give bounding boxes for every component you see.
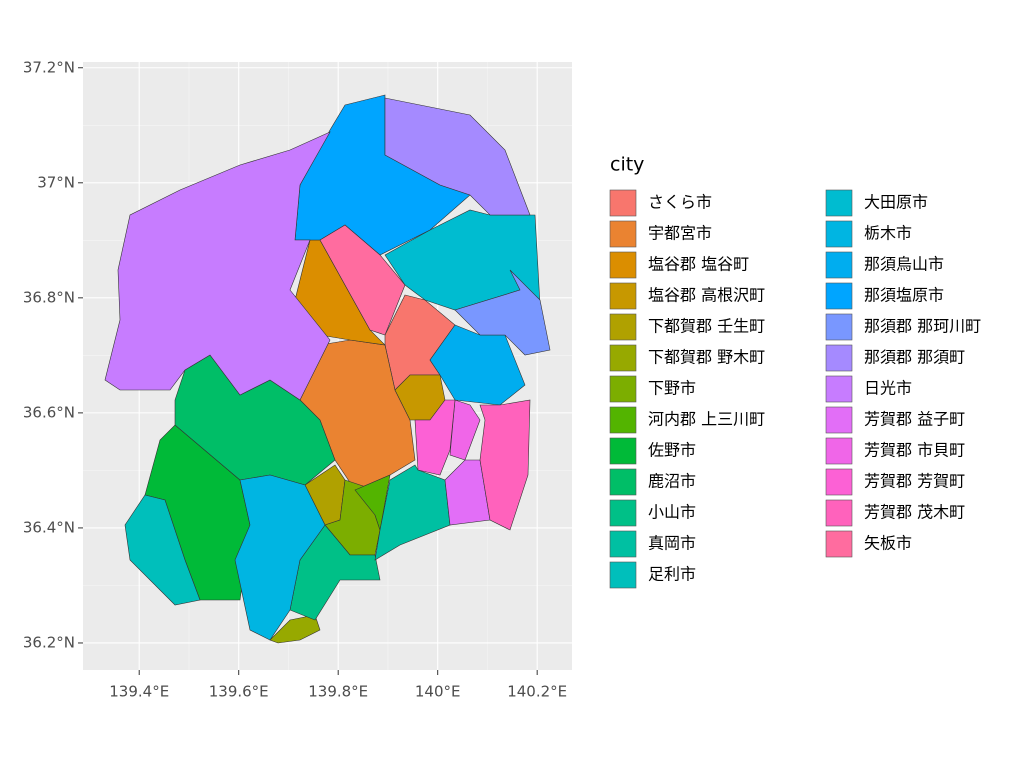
region (449, 399, 481, 461)
legend-label: 日光市 (864, 379, 912, 398)
legend-label: 下都賀郡 壬生町 (648, 317, 765, 336)
region (289, 524, 381, 621)
region (414, 399, 456, 476)
legend-key (609, 220, 637, 248)
legend-label: 那須郡 那珂川町 (864, 317, 981, 336)
legend-label: 佐野市 (648, 441, 696, 460)
legend-key (609, 344, 637, 372)
legend-label: 塩谷郡 高根沢町 (648, 286, 765, 305)
y-tick-label: 36.8°N (23, 288, 75, 306)
legend-key (825, 468, 853, 496)
legend-label: 芳賀郡 茂木町 (864, 503, 965, 522)
legend-label: 那須塩原市 (864, 286, 944, 305)
y-tick-label: 37°N (37, 173, 75, 191)
legend-label: 塩谷郡 塩谷町 (648, 255, 749, 274)
legend-key (609, 375, 637, 403)
legend-key (825, 344, 853, 372)
legend-label: 足利市 (648, 565, 696, 584)
legend-key (609, 282, 637, 310)
legend-key (825, 189, 853, 217)
legend-label: 宇都宮市 (648, 224, 712, 243)
y-tick-label: 37.2°N (23, 58, 75, 76)
legend-label: 芳賀郡 芳賀町 (864, 472, 965, 491)
legend-key (825, 530, 853, 558)
legend-label: 下野市 (648, 379, 696, 398)
legend-key (825, 406, 853, 434)
legend-key (609, 561, 637, 589)
legend-label: 鹿沼市 (648, 472, 696, 491)
legend-key (609, 499, 637, 527)
x-tick-label: 139.4°E (109, 683, 169, 701)
y-tick-label: 36.2°N (23, 633, 75, 651)
region (479, 399, 531, 531)
legend-key (609, 437, 637, 465)
x-tick-label: 139.8°E (308, 683, 368, 701)
legend-label: 河内郡 上三川町 (648, 410, 765, 429)
legend-label: さくら市 (648, 193, 712, 212)
region (234, 474, 326, 641)
x-tick-label: 140.2°E (507, 683, 567, 701)
x-tick-label: 139.6°E (209, 683, 269, 701)
legend-key (825, 220, 853, 248)
legend-label: 芳賀郡 益子町 (864, 410, 965, 429)
legend-key (609, 468, 637, 496)
legend-key (609, 189, 637, 217)
legend-label: 栃木市 (864, 224, 912, 243)
region (384, 97, 531, 216)
legend-label: 小山市 (648, 503, 696, 522)
region (319, 224, 406, 336)
legend-label: 芳賀郡 市貝町 (864, 441, 965, 460)
legend-label: 矢板市 (864, 534, 912, 553)
legend-key (825, 251, 853, 279)
legend-label: 那須烏山市 (864, 255, 944, 274)
region (269, 614, 321, 644)
legend-label: 大田原市 (864, 193, 928, 212)
legend-key (825, 437, 853, 465)
region (124, 494, 201, 606)
legend-key (609, 251, 637, 279)
region (104, 131, 331, 401)
legend-key (609, 313, 637, 341)
y-tick-label: 36.6°N (23, 403, 75, 421)
legend-key (825, 282, 853, 310)
legend-key (825, 499, 853, 527)
legend-title: city (610, 154, 644, 176)
legend-key (609, 406, 637, 434)
legend-key (825, 375, 853, 403)
region (454, 269, 551, 356)
y-tick-label: 36.4°N (23, 518, 75, 536)
legend-key (825, 313, 853, 341)
legend-label: 真岡市 (648, 534, 696, 553)
legend-label: 下都賀郡 野木町 (648, 348, 765, 367)
x-tick-label: 140°E (415, 683, 461, 701)
region (444, 459, 491, 526)
legend-key (609, 530, 637, 558)
legend-label: 那須郡 那須町 (864, 348, 965, 367)
